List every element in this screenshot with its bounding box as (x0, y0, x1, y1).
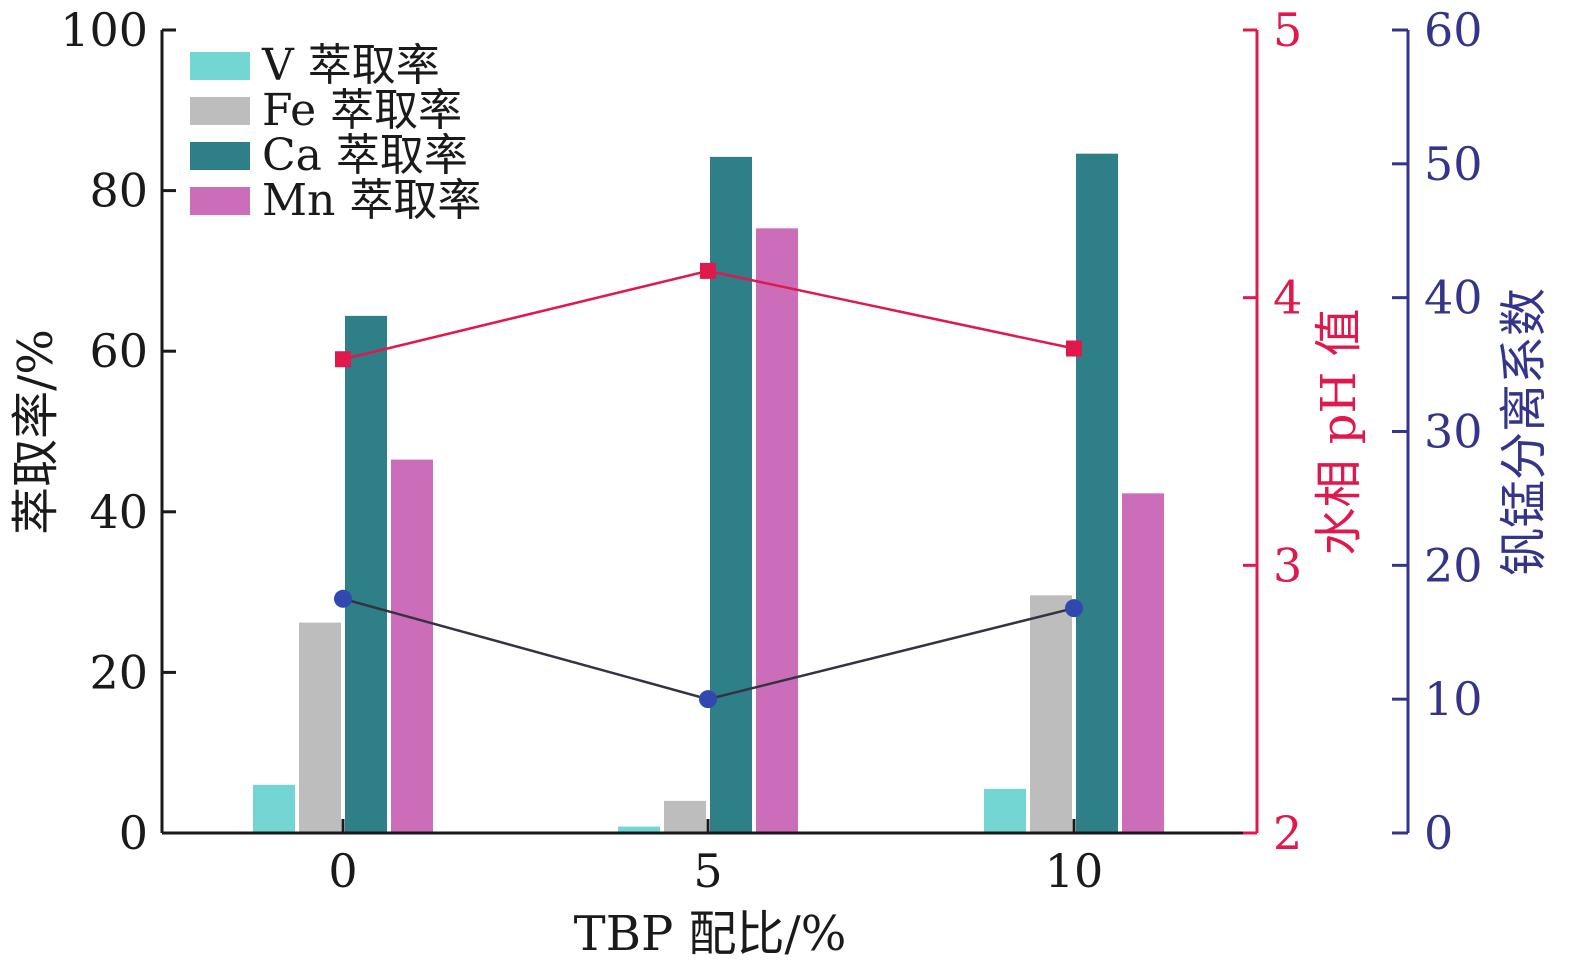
bar-mn-0 (391, 459, 433, 833)
legend-label: Ca 萃取率 (262, 130, 468, 181)
bar-fe-0 (299, 622, 341, 833)
bar-fe-5 (664, 800, 706, 833)
y-right-ph-tick-label: 5 (1273, 3, 1302, 57)
y-right-sep-tick-label: 10 (1424, 672, 1483, 726)
y-left-tick-label: 100 (60, 3, 148, 57)
y-right-sep-tick-label: 20 (1424, 538, 1483, 592)
x-tick-label: 0 (328, 844, 357, 898)
y-right-ph-tick-label: 2 (1273, 806, 1302, 860)
y-right-sep-tick-label: 40 (1424, 271, 1483, 325)
legend-label: Mn 萃取率 (262, 175, 481, 226)
ph-line (342, 269, 1075, 361)
y-right-ph-axis-title: 水相 pH 值 (1311, 308, 1367, 555)
legend-swatch (190, 97, 250, 125)
y-left-axis-title: 萃取率/% (8, 329, 64, 535)
sep-marker-5 (699, 690, 717, 709)
bar-mn-5 (756, 228, 798, 833)
y-right-ph-tick-label: 4 (1273, 271, 1302, 325)
bar-ca-10 (1076, 153, 1118, 834)
y-right-ph-tick-label: 3 (1273, 538, 1302, 592)
x-axis-title: TBP 配比/% (574, 906, 847, 962)
x-tick-label: 5 (693, 844, 722, 898)
bar-v-5 (618, 826, 660, 833)
bar-ca-5 (710, 156, 752, 833)
y-left-tick-label: 40 (89, 485, 148, 539)
legend-swatch (190, 142, 250, 170)
ph-marker-0 (335, 351, 351, 368)
y-right-sep-tick-label: 0 (1424, 806, 1453, 860)
bar-fe-10 (1030, 595, 1072, 833)
y-left-tick-label: 20 (89, 645, 148, 699)
y-right-sep-tick-label: 50 (1424, 137, 1483, 191)
sep-line (342, 597, 1075, 701)
y-right-sep-tick-label: 30 (1424, 405, 1483, 459)
bars-layer (253, 153, 1164, 834)
bar-ca-0 (345, 315, 387, 833)
bar-mn-10 (1122, 493, 1164, 833)
y-left-tick-label: 60 (89, 324, 148, 378)
sep-marker-0 (334, 589, 352, 608)
legend-swatch (190, 52, 250, 80)
bar-v-10 (984, 788, 1026, 833)
ph-marker-10 (1066, 340, 1082, 357)
x-tick-label: 10 (1045, 844, 1104, 898)
bar-v-0 (253, 784, 295, 833)
y-left-tick-label: 80 (89, 164, 148, 218)
y-right-sep-axis-title: 钒锰分离系数 (1496, 288, 1552, 576)
legend-swatch (190, 187, 250, 215)
ph-marker-5 (700, 262, 716, 279)
lines-layer (334, 262, 1083, 709)
legend-label: V 萃取率 (261, 40, 440, 91)
sep-marker-10 (1065, 599, 1083, 618)
y-left-tick-label: 0 (119, 806, 148, 860)
y-right-sep-tick-label: 60 (1424, 3, 1483, 57)
legend-label: Fe 萃取率 (262, 85, 462, 136)
